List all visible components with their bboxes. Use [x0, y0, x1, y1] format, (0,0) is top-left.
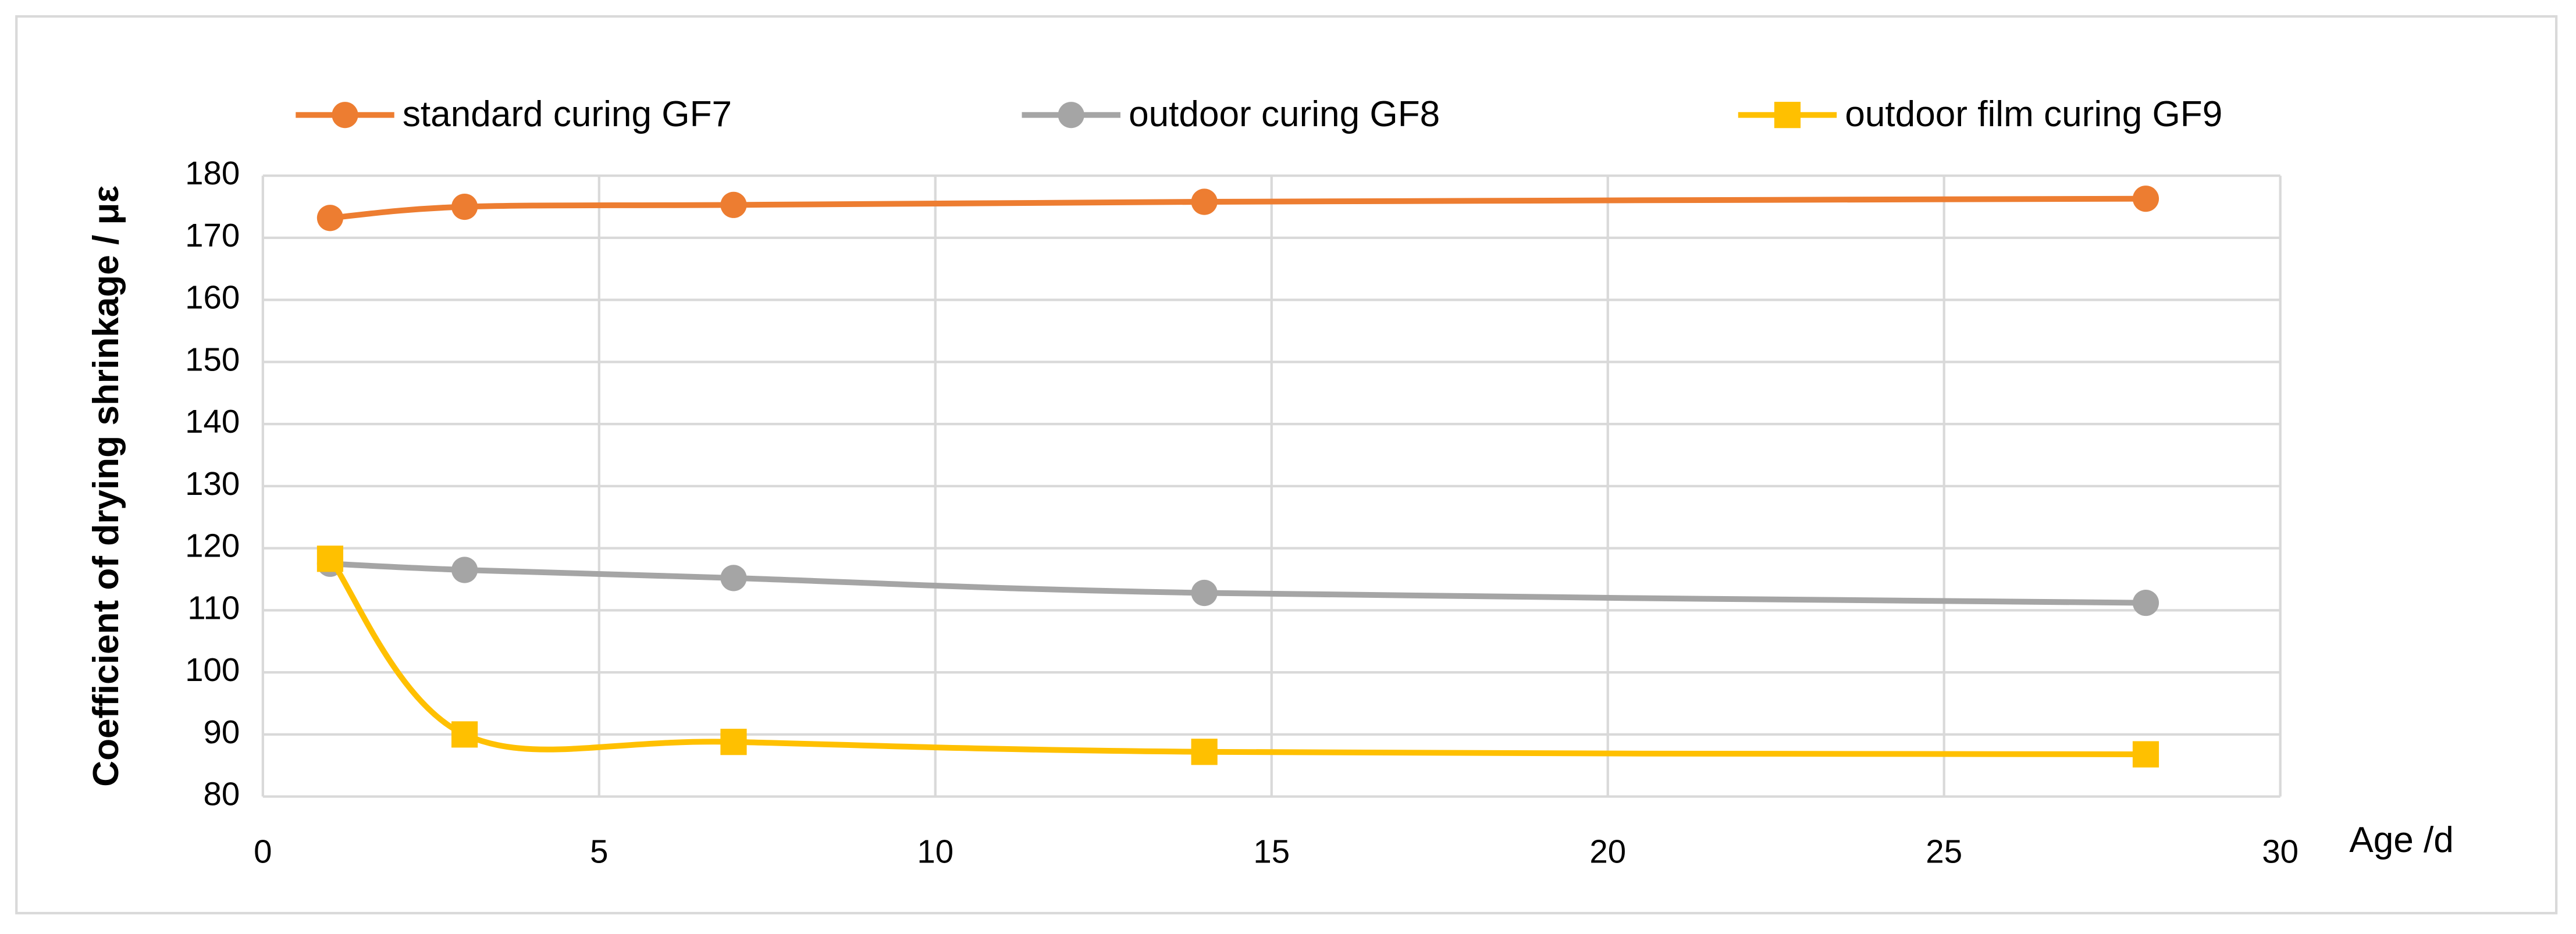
data-point [720, 191, 747, 218]
y-tick-label: 160 [185, 279, 240, 316]
data-point [316, 546, 344, 572]
x-tick-label: 15 [1253, 833, 1290, 869]
data-point [451, 193, 478, 220]
y-tick-label: 80 [203, 776, 240, 812]
y-tick-label: 140 [185, 403, 240, 440]
data-point [1191, 579, 1218, 607]
legend-label: outdoor curing GF8 [1129, 94, 1440, 134]
x-tick-label: 30 [2262, 833, 2299, 869]
y-axis-label: Coefficient of drying shrinkage / με [86, 186, 126, 787]
y-tick-label: 180 [185, 155, 240, 191]
y-tick-label: 150 [185, 341, 240, 377]
x-tick-label: 20 [1589, 833, 1626, 869]
legend-label: standard curing GF7 [403, 94, 732, 134]
y-tick-label: 100 [185, 651, 240, 688]
y-tick-label: 120 [185, 527, 240, 564]
data-point [720, 729, 747, 755]
x-tick-label: 5 [590, 833, 608, 869]
legend-marker [1774, 102, 1801, 129]
series-line [328, 557, 2146, 757]
chart-border [15, 15, 2558, 915]
data-point [2132, 186, 2159, 212]
y-tick-label: 130 [185, 465, 240, 502]
data-point [451, 721, 478, 748]
y-tick-label: 90 [203, 714, 240, 750]
data-point [451, 557, 478, 583]
data-point [1191, 188, 1218, 215]
y-tick-label: 110 [187, 589, 240, 626]
legend-label: outdoor film curing GF9 [1845, 94, 2222, 134]
legend-marker [1058, 102, 1084, 129]
x-tick-label: 10 [917, 833, 953, 869]
data-point [2132, 741, 2159, 768]
data-point [1191, 739, 1218, 765]
data-point [720, 565, 747, 591]
data-point [316, 205, 344, 231]
y-tick-label: 170 [185, 217, 240, 254]
data-point [2132, 589, 2159, 616]
x-tick-label: 0 [254, 833, 272, 869]
x-tick-label: 25 [1926, 833, 1962, 869]
legend-marker [332, 102, 358, 129]
x-axis-label: Age /d [2349, 820, 2454, 860]
